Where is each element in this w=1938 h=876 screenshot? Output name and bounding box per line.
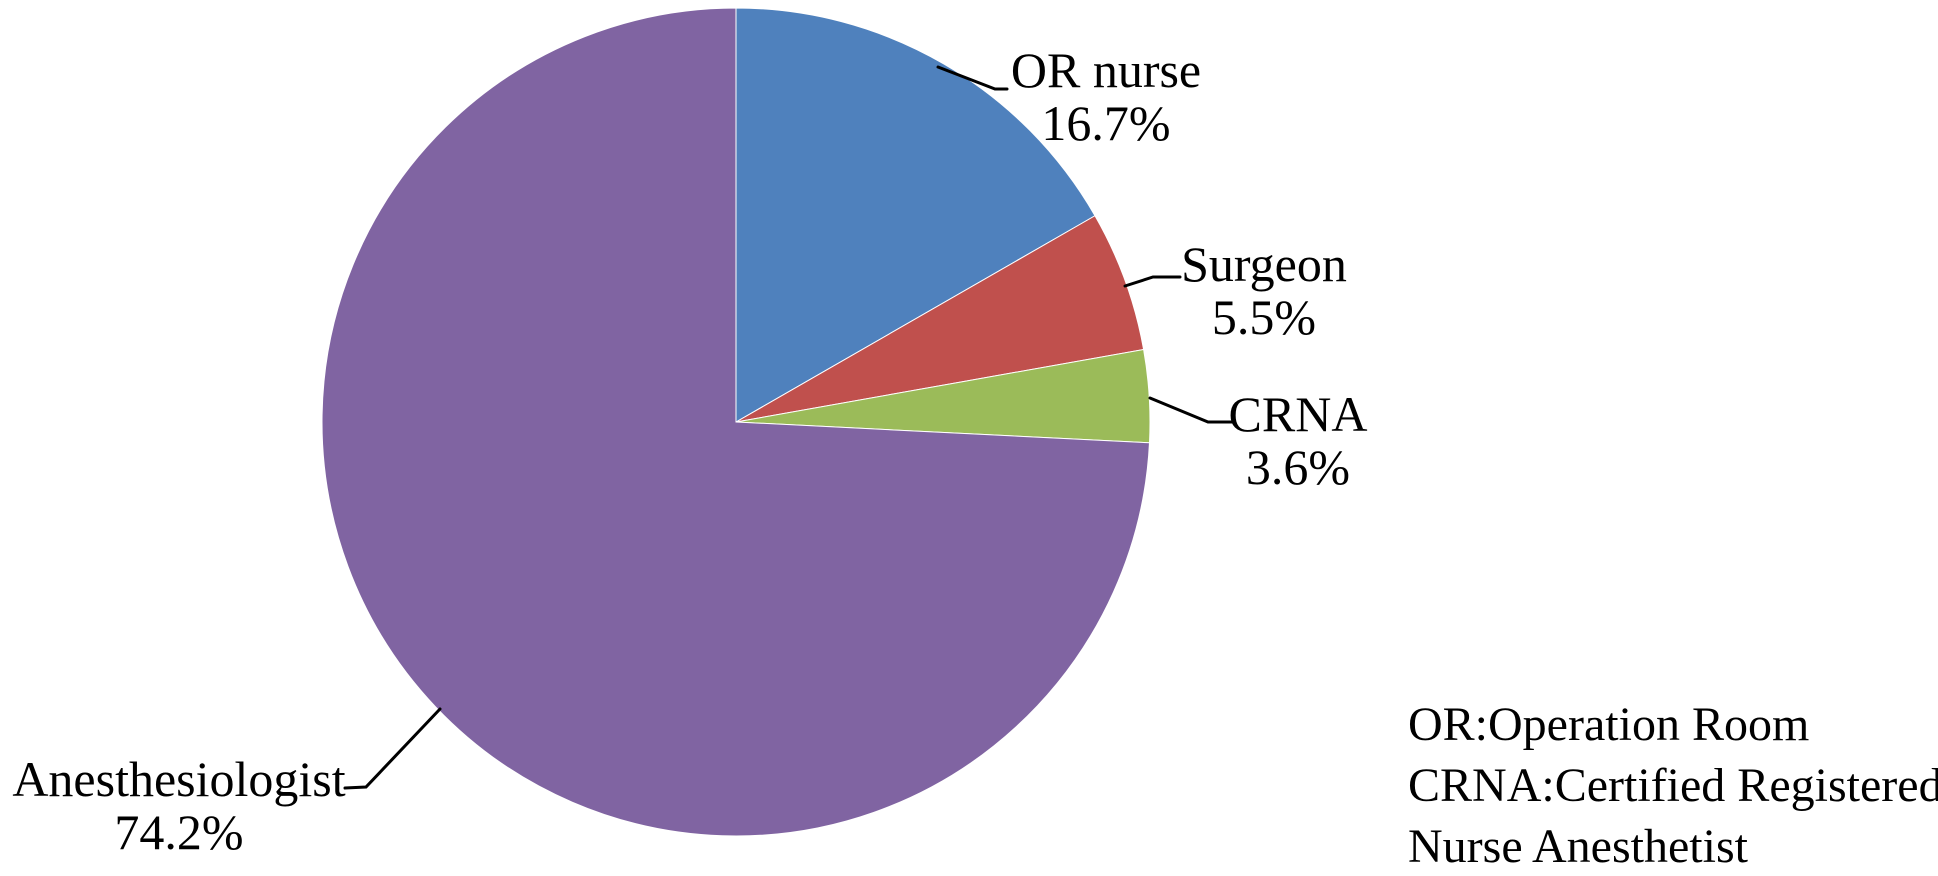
slice-label-anesthesiologist-name: Anesthesiologist <box>12 751 346 807</box>
slice-label-surgeon-value: 5.5% <box>1211 289 1317 345</box>
pie-slice-or-nurse <box>735 7 1096 423</box>
slice-label-surgeon: Surgeon 5.5% <box>1158 238 1370 344</box>
slice-label-or-nurse-name: OR nurse <box>1010 42 1202 98</box>
abbreviation-note-line-2: CRNA:Certified Registered <box>1408 759 1938 812</box>
leader-line-or-nurse <box>936 65 1009 91</box>
slice-label-anesthesiologist: Anesthesiologist 74.2% <box>3 753 355 859</box>
slice-label-crna-name: CRNA <box>1228 386 1368 442</box>
slice-label-crna-value: 3.6% <box>1245 439 1351 495</box>
slice-label-or-nurse-value: 16.7% <box>1041 95 1171 151</box>
slice-label-crna: CRNA 3.6% <box>1192 388 1404 494</box>
pie-slices <box>321 7 1151 837</box>
slice-label-anesthesiologist-value: 74.2% <box>114 804 244 860</box>
abbreviation-note-line-3: Nurse Anesthetist <box>1408 820 1748 873</box>
pie-slice-anesthesiologist <box>321 7 1151 837</box>
leader-line-surgeon <box>1123 275 1182 288</box>
slice-label-or-nurse: OR nurse 16.7% <box>1000 44 1212 150</box>
leader-lines <box>343 65 1235 790</box>
abbreviation-note: OR:Operation Room CRNA:Certified Registe… <box>1408 694 1938 876</box>
slice-label-surgeon-name: Surgeon <box>1181 236 1347 292</box>
leader-line-anesthesiologist <box>343 707 442 790</box>
abbreviation-note-line-1: OR:Operation Room <box>1408 698 1810 751</box>
leader-line-crna <box>1148 396 1235 424</box>
pie-slice-surgeon <box>735 215 1145 423</box>
